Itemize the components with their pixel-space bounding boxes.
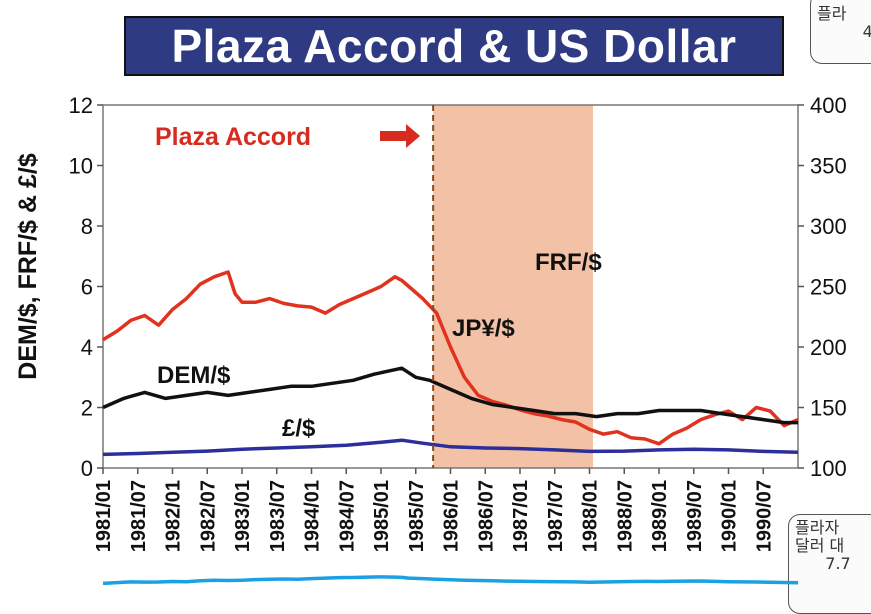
series-line-frf: [102, 575, 799, 586]
x-tick-label: 1983/07: [267, 480, 289, 552]
series-label: £/$: [282, 415, 316, 442]
series-label: FRF/$: [535, 249, 602, 276]
y-tick-label: 8: [81, 214, 93, 239]
x-tick-label: 1987/01: [510, 480, 532, 552]
x-tick-label: 1985/01: [371, 480, 393, 552]
series-line-jp: [102, 270, 799, 446]
margin-note-line: 달러 대: [795, 536, 845, 555]
x-tick-label: 1984/07: [336, 480, 358, 552]
x-tick-label: 1990/01: [719, 480, 741, 552]
margin-note-line: 46: [862, 22, 871, 41]
x-tick-label: 1986/07: [475, 480, 497, 552]
plaza-accord-arrow: [380, 124, 420, 148]
x-tick-label: 1984/01: [302, 480, 324, 552]
margin-note-line: 플라: [817, 4, 847, 23]
series-line-dem: [102, 366, 798, 425]
y-tick-label: 0: [81, 456, 93, 481]
y-axis-label: DEM/$, FRF/$ & £/$: [14, 153, 42, 380]
y2-tick-label: 300: [810, 214, 847, 239]
x-tick-label: 1987/07: [545, 480, 567, 552]
y2-tick-label: 150: [810, 396, 847, 421]
y2-tick-label: 100: [810, 456, 847, 481]
y2-tick-label: 400: [810, 93, 847, 118]
y2-tick-label: 350: [810, 154, 847, 179]
plaza-accord-label: Plaza Accord: [155, 123, 311, 151]
y-tick-label: 4: [81, 335, 93, 360]
x-tick-label: 1982/01: [163, 480, 185, 552]
x-tick-label: 1990/07: [753, 480, 775, 552]
y-tick-label: 10: [69, 154, 93, 179]
x-tick-label: 1981/07: [128, 480, 150, 552]
margin-note-top: 플라 46: [810, 0, 871, 64]
x-tick-label: 1986/01: [441, 480, 463, 552]
x-tick-label: 1988/01: [580, 480, 602, 552]
x-tick-label: 1983/01: [232, 480, 254, 552]
series-label: JP¥/$: [452, 315, 515, 342]
x-tick-label: 1985/07: [406, 480, 428, 552]
x-tick-label: 1988/07: [614, 480, 636, 552]
y2-tick-label: 200: [810, 335, 847, 360]
title-box: Plaza Accord & US Dollar: [124, 16, 784, 76]
series-line-: [102, 438, 799, 457]
margin-note-line: 플라자: [795, 518, 840, 537]
margin-note-line: 7.7: [825, 554, 851, 573]
y-tick-label: 6: [81, 275, 93, 300]
x-tick-label: 1981/01: [93, 480, 115, 552]
x-tick-label: 1982/07: [197, 480, 219, 552]
series-label: DEM/$: [157, 362, 231, 389]
x-tick-label: 1989/01: [649, 480, 671, 552]
y-tick-label: 12: [69, 93, 93, 118]
chart-title: Plaza Accord & US Dollar: [171, 20, 737, 72]
x-tick-label: 1989/07: [684, 480, 706, 552]
y2-tick-label: 250: [810, 275, 847, 300]
y-tick-label: 2: [81, 396, 93, 421]
margin-note-bottom: 플라자 달러 대 7.7: [788, 514, 871, 614]
